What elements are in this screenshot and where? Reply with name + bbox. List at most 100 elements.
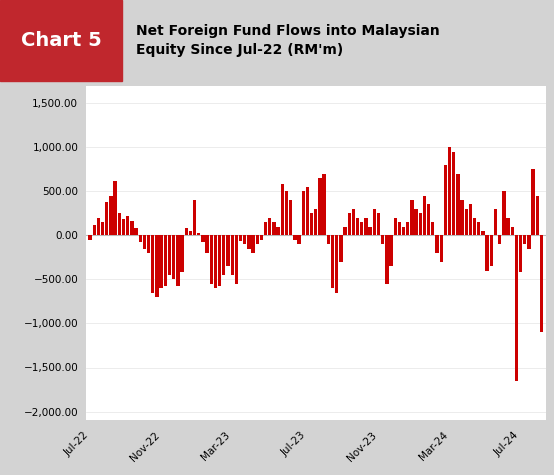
- Bar: [339, 235, 342, 262]
- Bar: [255, 235, 259, 244]
- Bar: [469, 204, 472, 235]
- Bar: [423, 196, 426, 235]
- Bar: [168, 235, 171, 275]
- Bar: [448, 147, 451, 235]
- Text: Net Foreign Fund Flows into Malaysian
Equity Since Jul-22 (RM'm): Net Foreign Fund Flows into Malaysian Eq…: [136, 24, 439, 57]
- Bar: [314, 209, 317, 235]
- Bar: [427, 204, 430, 235]
- Bar: [122, 219, 125, 235]
- Bar: [239, 235, 242, 241]
- Bar: [377, 213, 380, 235]
- Bar: [485, 235, 489, 271]
- Bar: [281, 184, 284, 235]
- Bar: [506, 218, 510, 235]
- Bar: [331, 235, 334, 288]
- Bar: [201, 235, 204, 242]
- Bar: [540, 235, 543, 332]
- Bar: [189, 231, 192, 235]
- Bar: [227, 235, 230, 266]
- Bar: [276, 227, 280, 235]
- Bar: [117, 213, 121, 235]
- Bar: [435, 235, 439, 253]
- Bar: [293, 235, 296, 240]
- Bar: [523, 235, 526, 244]
- Bar: [360, 222, 363, 235]
- Bar: [444, 165, 447, 235]
- Bar: [143, 235, 146, 248]
- Bar: [373, 209, 376, 235]
- Bar: [477, 222, 480, 235]
- Bar: [160, 235, 163, 288]
- Bar: [494, 209, 497, 235]
- Bar: [381, 235, 384, 244]
- Bar: [498, 235, 501, 244]
- Bar: [147, 235, 150, 253]
- Bar: [473, 218, 476, 235]
- Bar: [460, 200, 464, 235]
- Bar: [465, 209, 468, 235]
- Bar: [393, 218, 397, 235]
- Bar: [197, 233, 201, 235]
- Bar: [502, 191, 506, 235]
- Bar: [536, 196, 539, 235]
- Bar: [273, 222, 276, 235]
- Bar: [130, 221, 134, 235]
- Bar: [531, 169, 535, 235]
- Bar: [301, 191, 305, 235]
- Bar: [209, 235, 213, 284]
- Bar: [452, 152, 455, 235]
- Bar: [389, 235, 393, 266]
- Bar: [264, 222, 267, 235]
- Bar: [519, 235, 522, 272]
- Bar: [352, 209, 355, 235]
- Bar: [347, 213, 351, 235]
- Bar: [126, 216, 129, 235]
- Bar: [322, 174, 326, 235]
- Bar: [151, 235, 155, 293]
- Bar: [356, 218, 359, 235]
- Bar: [490, 235, 493, 266]
- Bar: [138, 235, 142, 242]
- Bar: [252, 235, 255, 253]
- Bar: [385, 235, 388, 284]
- Bar: [235, 235, 238, 284]
- Bar: [414, 209, 418, 235]
- Bar: [172, 235, 175, 279]
- Bar: [0, 0, 122, 81]
- Bar: [268, 218, 271, 235]
- Bar: [398, 222, 401, 235]
- Bar: [218, 235, 221, 286]
- Bar: [222, 235, 225, 275]
- Bar: [289, 200, 293, 235]
- Bar: [93, 225, 96, 235]
- Bar: [365, 218, 368, 235]
- Bar: [297, 235, 301, 244]
- Bar: [402, 227, 405, 235]
- Text: Chart 5: Chart 5: [20, 31, 101, 50]
- Bar: [306, 187, 309, 235]
- Bar: [181, 235, 184, 272]
- Bar: [335, 235, 338, 293]
- Bar: [285, 191, 288, 235]
- Bar: [456, 174, 460, 235]
- Bar: [230, 235, 234, 275]
- Bar: [243, 235, 247, 244]
- Bar: [343, 227, 347, 235]
- Bar: [193, 200, 196, 235]
- Bar: [327, 235, 330, 244]
- Bar: [97, 218, 100, 235]
- Bar: [319, 178, 322, 235]
- Bar: [114, 180, 117, 235]
- Bar: [511, 227, 514, 235]
- Bar: [206, 235, 209, 253]
- Bar: [411, 200, 414, 235]
- Bar: [135, 228, 138, 235]
- Bar: [101, 222, 104, 235]
- Bar: [176, 235, 179, 286]
- Bar: [89, 235, 92, 240]
- Bar: [439, 235, 443, 262]
- Bar: [105, 202, 109, 235]
- Bar: [109, 196, 112, 235]
- Bar: [406, 222, 409, 235]
- Bar: [368, 227, 372, 235]
